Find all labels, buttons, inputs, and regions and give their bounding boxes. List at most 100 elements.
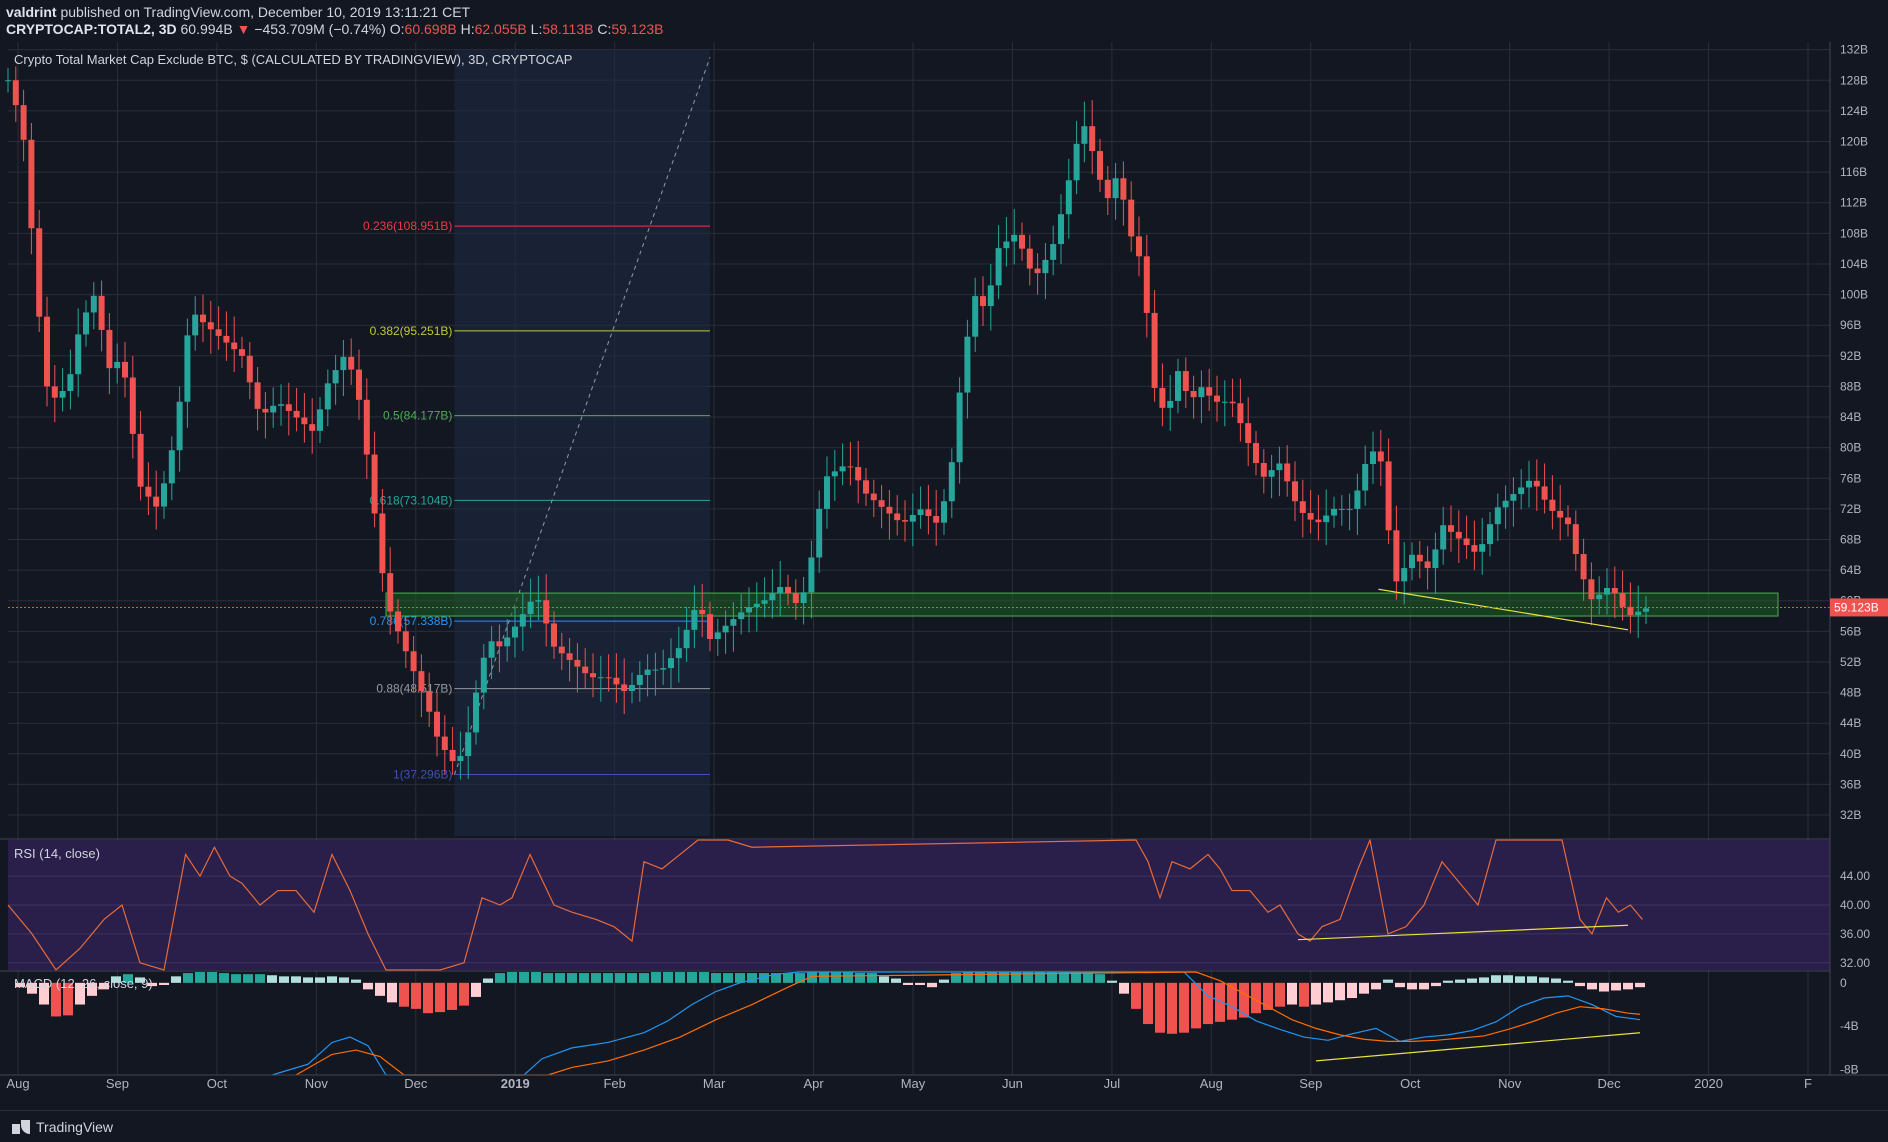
candle-body [738,612,745,620]
rsi-tick-label: 36.00 [1840,927,1870,941]
macd-histogram-bar [951,973,961,983]
candle-body [1206,387,1213,396]
candle-body [402,631,409,652]
macd-histogram-bar [615,973,625,983]
candle-body [1518,487,1525,495]
x-tick-label: Nov [305,1076,329,1091]
candle-body [1003,241,1010,249]
author-name[interactable]: valdrint [6,4,57,20]
macd-histogram-bar [819,972,829,983]
macd-histogram-bar [567,973,577,983]
candle-body [301,417,308,425]
candle-body [1448,525,1454,532]
candle-body [1065,180,1072,215]
y-tick-label: 36B [1840,777,1861,791]
candle-body [1588,579,1595,600]
macd-histogram-bar [375,982,385,996]
close-value: 59.123B [611,21,664,37]
candle-body [51,386,58,398]
chart-header: valdrint published on TradingView.com, D… [0,0,1888,42]
footer-bar: TradingView [0,1110,1888,1142]
symbol-label[interactable]: CRYPTOCAP:TOTAL2, 3D [6,21,177,37]
macd-histogram-bar [1131,982,1141,1009]
candle-body [356,369,362,400]
fib-level-label: 0.618(73.104B) [370,493,453,507]
fib-level-label: 0.236(108.951B) [363,219,452,233]
tradingview-logo-icon [12,1120,30,1134]
candle-body [1136,236,1142,257]
rsi-pane[interactable]: RSI (14, close) [7,837,1830,971]
candle-body [808,557,815,593]
candle-body [800,592,807,604]
candle-body [1471,545,1478,552]
rsi-title: RSI (14, close) [14,846,100,861]
macd-title: MACD (12, 26, close, 9) [14,976,153,991]
y-tick-label: 40B [1840,747,1861,761]
candle-body [746,607,752,613]
candle-body [200,314,206,323]
candle-body [504,637,511,647]
candle-body [1557,510,1564,518]
candle-body [1019,234,1025,249]
macd-histogram-bar [1287,982,1297,1005]
candle-body [1253,443,1259,463]
candle-body [473,692,479,733]
candle-body [1494,507,1501,525]
macd-histogram-bar [1191,982,1201,1029]
candle-body [1284,463,1291,482]
candle-body [1510,494,1517,501]
candle-body [1549,499,1556,511]
candle-body [605,677,612,679]
down-arrow-icon: ▼ [236,21,251,37]
candle-body [1237,403,1244,424]
macd-histogram-bar [483,978,493,983]
candle-body [1276,463,1283,471]
x-tick-label: Jul [1104,1076,1121,1091]
candle-body [129,377,136,434]
candle-body [668,658,674,669]
candle-body [551,623,557,647]
candle-body [371,454,378,514]
candle-body [1627,606,1634,616]
macd-histogram-bar [1251,982,1261,1014]
tradingview-logo[interactable]: TradingView [12,1119,113,1135]
last-price-label: 59.123B [1834,600,1879,614]
candle-body [1050,244,1057,260]
y-tick-label: 72B [1840,502,1861,516]
candle-body [465,732,472,757]
candle-body [1377,451,1384,462]
macd-histogram-bar [303,977,313,983]
macd-histogram-bar [639,973,649,983]
macd-histogram-bar [999,972,1009,983]
candle-body [987,285,994,307]
candle-body [1026,248,1033,269]
macd-histogram-bar [927,982,937,988]
macd-histogram-bar [879,976,889,983]
macd-histogram-bar [1527,976,1537,983]
macd-histogram-bar [1587,982,1597,990]
candle-body [1299,501,1306,513]
candle-body [995,248,1002,286]
macd-histogram-bar [315,977,325,983]
high-label: H: [460,21,475,37]
macd-tick-label: -8B [1840,1063,1859,1077]
macd-histogram-bar [651,972,661,983]
macd-histogram-bar [1299,982,1309,1007]
macd-histogram-bar [159,982,169,986]
candle-body [566,653,573,660]
macd-histogram-bar [423,982,433,1014]
candle-body [324,383,331,410]
support-trendline [1378,588,1629,631]
candle-body [1214,395,1220,402]
chart-area[interactable]: 0.236(108.951B) 0.382(95.251B) 0.5(84.177B… [0,42,1888,1110]
y-tick-label: 52B [1840,655,1861,669]
macd-pane[interactable]: MACD (12, 26, close, 9) [14,971,1645,1076]
macd-histogram-bar [783,973,793,983]
candle-body [1533,480,1540,487]
candle-body [207,322,214,330]
macd-histogram-bar [1311,982,1321,1005]
macd-histogram-bar [1215,982,1225,1022]
macd-histogram-bar [1275,982,1285,1007]
candle-body [1463,538,1470,546]
macd-histogram-bar [135,977,145,983]
